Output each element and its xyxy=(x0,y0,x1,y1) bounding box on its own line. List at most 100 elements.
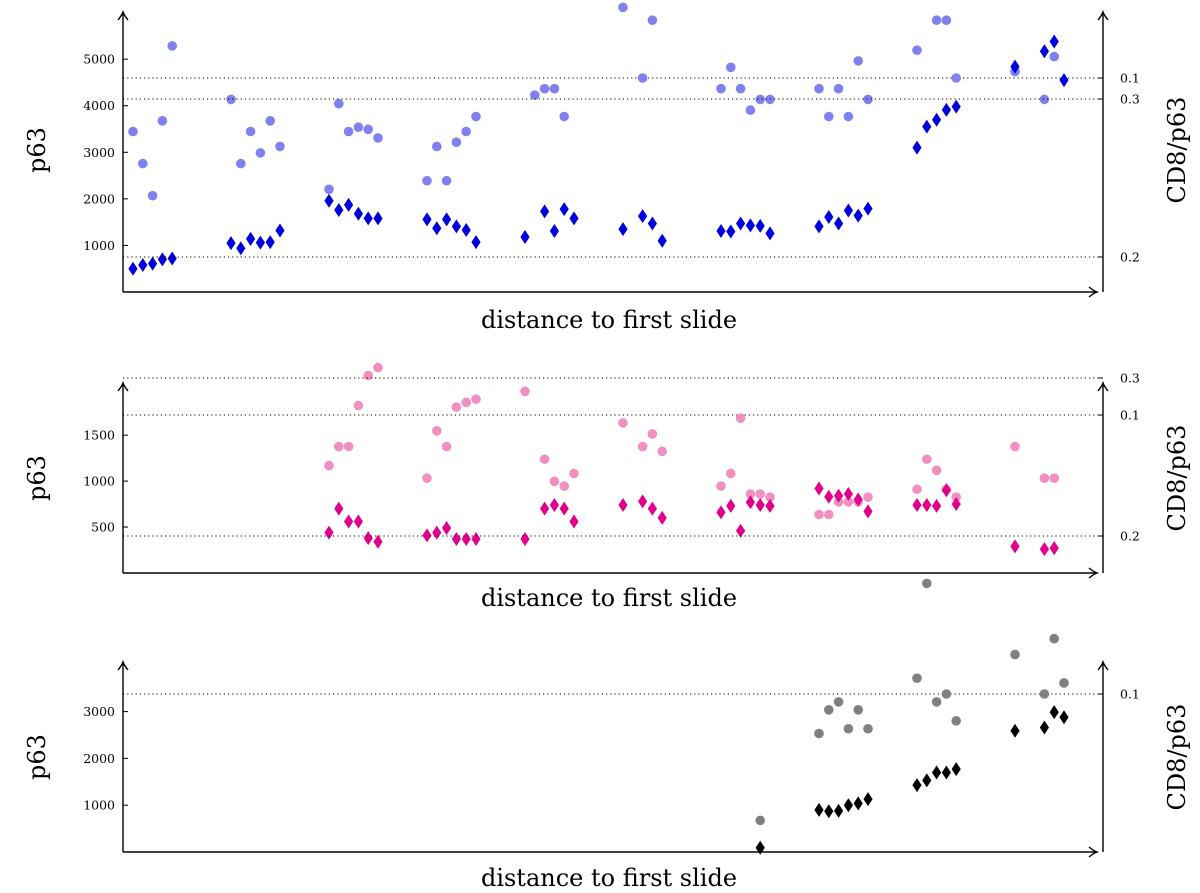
y-tick-label: 1000 xyxy=(83,474,115,489)
y2-axis-title: CD8/p63 xyxy=(1163,425,1191,532)
data-point-p63 xyxy=(755,840,765,855)
data-point-p63 xyxy=(569,514,579,529)
data-point-p63 xyxy=(1010,59,1020,74)
data-point-ratio xyxy=(422,473,432,484)
data-point-p63 xyxy=(932,765,942,780)
data-point-p63 xyxy=(1049,705,1059,720)
data-point-p63 xyxy=(520,531,530,546)
data-point-p63 xyxy=(226,236,236,251)
data-point-p63 xyxy=(853,208,863,223)
data-point-ratio xyxy=(1059,678,1069,688)
data-point-p63 xyxy=(1049,34,1059,49)
data-point-p63 xyxy=(834,216,844,231)
data-point-ratio xyxy=(912,45,922,55)
data-point-ratio xyxy=(1039,689,1050,699)
data-point-p63 xyxy=(432,221,442,236)
data-point-ratio xyxy=(549,83,560,94)
data-point-ratio xyxy=(461,397,472,408)
data-point-p63 xyxy=(912,497,922,512)
data-point-ratio xyxy=(745,105,756,115)
data-point-p63 xyxy=(236,241,246,256)
data-point-ratio xyxy=(1049,51,1059,62)
data-point-ratio xyxy=(530,90,540,100)
data-point-ratio xyxy=(549,476,560,487)
data-point-p63 xyxy=(1010,723,1020,738)
data-point-p63 xyxy=(569,211,579,226)
data-point-p63 xyxy=(814,802,824,817)
data-point-p63 xyxy=(843,203,853,218)
panel-1: p63 distance to first slide CD8/p63 1000… xyxy=(23,2,1191,334)
data-point-p63 xyxy=(432,525,442,540)
data-point-p63 xyxy=(647,216,657,231)
data-point-p63 xyxy=(461,531,471,546)
data-point-ratio xyxy=(647,429,658,439)
data-point-ratio xyxy=(255,148,266,158)
data-point-p63 xyxy=(843,798,853,813)
data-point-p63 xyxy=(540,204,550,219)
data-point-p63 xyxy=(824,210,834,225)
data-point-p63 xyxy=(363,531,373,546)
data-point-p63 xyxy=(745,495,755,510)
data-point-ratio xyxy=(755,489,765,499)
data-point-ratio xyxy=(353,122,364,133)
data-point-p63 xyxy=(1049,541,1059,556)
data-point-p63 xyxy=(275,223,285,238)
data-point-p63 xyxy=(853,796,863,811)
data-point-ratio xyxy=(569,468,579,479)
data-point-ratio xyxy=(373,133,383,143)
data-point-p63 xyxy=(461,223,471,238)
data-point-ratio xyxy=(853,56,863,66)
data-point-p63 xyxy=(1010,539,1020,554)
data-point-p63 xyxy=(834,488,844,503)
data-point-ratio xyxy=(735,413,746,423)
y-tick-label: 1000 xyxy=(83,798,115,813)
y2-tick-label: 0.3 xyxy=(1120,92,1140,107)
data-point-ratio xyxy=(618,2,628,13)
data-point-p63 xyxy=(912,140,922,155)
data-point-p63 xyxy=(765,498,775,513)
data-point-p63 xyxy=(157,252,167,267)
data-point-p63 xyxy=(442,212,452,227)
data-point-p63 xyxy=(912,778,922,793)
data-point-p63 xyxy=(638,209,648,224)
data-point-ratio xyxy=(324,460,334,471)
data-point-p63 xyxy=(951,99,961,114)
data-point-ratio xyxy=(814,509,824,520)
data-point-ratio xyxy=(755,94,765,105)
data-point-ratio xyxy=(912,673,922,683)
data-point-p63 xyxy=(451,531,461,546)
data-point-ratio xyxy=(461,126,472,137)
data-point-ratio xyxy=(1049,633,1059,644)
data-point-ratio xyxy=(843,723,854,734)
y-tick-label: 1500 xyxy=(83,428,115,443)
data-point-ratio xyxy=(265,116,276,126)
data-point-p63 xyxy=(1039,44,1049,59)
x-axis-title: distance to first slide xyxy=(481,584,737,612)
data-point-ratio xyxy=(657,446,667,457)
data-point-p63 xyxy=(138,257,148,272)
data-point-ratio xyxy=(128,126,138,137)
data-point-ratio xyxy=(1049,473,1059,484)
data-point-p63 xyxy=(1059,73,1069,88)
data-point-ratio xyxy=(422,175,432,186)
data-point-ratio xyxy=(432,141,442,152)
data-point-p63 xyxy=(814,219,824,234)
data-point-ratio xyxy=(559,481,569,491)
data-point-ratio xyxy=(637,73,648,83)
data-point-ratio xyxy=(471,111,481,122)
data-point-ratio xyxy=(245,126,256,137)
data-point-p63 xyxy=(559,501,569,516)
data-point-p63 xyxy=(863,792,873,807)
data-point-p63 xyxy=(246,231,256,246)
y2-tick-label: 0.2 xyxy=(1120,529,1140,544)
data-point-ratio xyxy=(324,184,334,195)
data-point-p63 xyxy=(834,803,844,818)
data-point-ratio xyxy=(912,484,922,495)
data-point-p63 xyxy=(265,235,275,250)
data-point-ratio xyxy=(363,370,374,381)
data-point-ratio xyxy=(843,111,854,122)
y-tick-label: 500 xyxy=(91,520,115,535)
data-point-p63 xyxy=(863,201,873,216)
data-point-ratio xyxy=(157,116,168,126)
